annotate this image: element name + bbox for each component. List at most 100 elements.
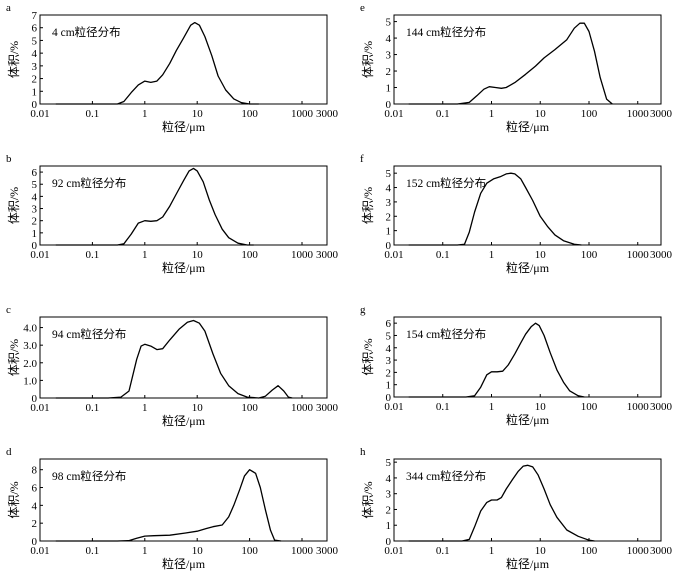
x-tick-label: 0.01 [384, 108, 403, 120]
x-tick-label: 0.1 [436, 401, 450, 413]
y-tick-label: 2 [32, 74, 38, 86]
panel-letter: g [360, 304, 366, 316]
plot-title: 98 cm粒径分布 [52, 469, 126, 483]
y-axis-label: 体积/% [7, 481, 21, 518]
x-tick-label: 1 [142, 249, 148, 261]
x-axis-label: 粒径/μm [162, 556, 206, 571]
y-tick-label: 6 [386, 318, 392, 330]
panel-g: g0.01 0.1 1 10 100 1000 30000123456粒径/μm体积/%15… [360, 304, 673, 427]
y-tick-label: 2 [386, 367, 392, 379]
y-tick-label: 1 [32, 86, 38, 98]
x-tick-label: 0.1 [86, 402, 100, 414]
y-tick-label: 0 [386, 392, 392, 404]
plot-frame [393, 14, 662, 105]
panel-letter: f [360, 153, 364, 165]
y-tick-label: 1 [386, 226, 392, 238]
x-tick-label: 10 [192, 108, 204, 120]
y-axis-label: 体积/% [361, 41, 375, 78]
y-tick-label: 1 [32, 228, 38, 240]
x-tick-label: 100 [581, 401, 598, 413]
y-axis-label: 体积/% [361, 481, 375, 518]
y-tick-label: 1 [386, 83, 392, 95]
x-tick-label: 10 [192, 249, 204, 261]
x-tick-label: 100 [241, 249, 258, 261]
panel-letter: h [360, 446, 366, 458]
x-tick-label: 0.1 [86, 108, 100, 120]
y-tick-label: 4 [386, 343, 392, 355]
y-tick-label: 8 [32, 465, 38, 477]
x-tick-label: 0.01 [30, 108, 49, 120]
y-tick-label: 5 [386, 330, 392, 342]
y-tick-label: 2 [32, 518, 38, 530]
series-line [408, 172, 582, 246]
x-tick-label: 0.01 [384, 249, 403, 261]
plot-title: 152 cm粒径分布 [406, 176, 486, 190]
panel-letter: a [6, 2, 11, 14]
y-tick-label: 5 [386, 17, 392, 29]
series-line [408, 22, 613, 105]
x-axis-label: 粒径/μm [506, 119, 550, 134]
x-tick-label: 1 [489, 545, 495, 557]
x-tick-label: 3000 [650, 545, 673, 557]
x-tick-label: 1 [489, 401, 495, 413]
x-axis-label: 粒径/μm [506, 556, 550, 571]
series-line [55, 21, 259, 105]
panel-letter: d [6, 446, 12, 458]
panel-c: c 0.01 0.1 1 10 100 1000 3000 0 1.0 2.0 3.0 4.0 粒径/μm… [6, 304, 339, 428]
y-tick-label: 5 [32, 35, 38, 47]
x-tick-label: 10 [535, 401, 547, 413]
y-tick-label: 2 [386, 66, 392, 78]
y-tick-label: 1 [386, 380, 392, 392]
y-tick-label: 1 [386, 520, 392, 532]
y-tick-label: 2 [386, 211, 392, 223]
x-axis-label: 粒径/μm [162, 413, 206, 428]
y-tick-label: 0 [386, 536, 392, 548]
x-tick-label: 0.01 [384, 401, 403, 413]
x-tick-label: 100 [581, 545, 598, 557]
x-tick-label: 0.01 [384, 545, 403, 557]
x-axis-label: 粒径/μm [506, 260, 550, 275]
y-tick-label: 6 [32, 167, 38, 179]
y-tick-label: 0 [32, 536, 38, 548]
x-tick-label: 3000 [650, 249, 673, 261]
x-tick-label: 100 [581, 108, 598, 120]
plot-frame [39, 14, 328, 105]
x-tick-label: 1000 [291, 249, 314, 261]
x-tick-label: 100 [241, 545, 258, 557]
x-tick-label: 10 [535, 249, 547, 261]
x-tick-label: 3000 [316, 249, 339, 261]
y-tick-label: 6 [32, 483, 38, 495]
y-tick-label: 3 [386, 50, 392, 62]
x-tick-label: 100 [241, 402, 258, 414]
x-tick-label: 0.1 [436, 108, 450, 120]
y-tick-label: 4 [386, 473, 392, 485]
y-tick-label: 2.0 [23, 358, 37, 370]
x-tick-label: 1 [489, 249, 495, 261]
panel-letter: e [360, 2, 365, 14]
x-axis-label: 粒径/μm [162, 260, 206, 275]
y-axis-label: 体积/% [7, 41, 21, 78]
x-tick-label: 1 [142, 545, 148, 557]
y-tick-label: 0 [32, 99, 38, 111]
series-line [408, 322, 585, 398]
plot-title: 94 cm粒径分布 [52, 327, 126, 341]
series-line [55, 469, 282, 542]
y-tick-label: 0 [32, 240, 38, 252]
y-tick-label: 0 [386, 99, 392, 111]
series-line [55, 167, 254, 246]
panel-letter: b [6, 153, 12, 165]
y-axis-label: 体积/% [361, 338, 375, 375]
y-tick-label: 2 [386, 504, 392, 516]
panel-h: h 0.01 0.1 1 10 100 1000 3000 0 1 2 3 4 5 粒径/μm 体积/% 344… [360, 446, 673, 571]
x-tick-label: 0.01 [30, 545, 49, 557]
y-tick-label: 3 [386, 197, 392, 209]
x-tick-label: 0.1 [436, 545, 450, 557]
plot-title: 344 cm粒径分布 [406, 469, 486, 483]
y-tick-label: 3 [32, 61, 38, 73]
x-tick-label: 1 [142, 108, 148, 120]
y-axis-label: 体积/% [7, 187, 21, 224]
series-line [55, 319, 293, 399]
panel-letter: c [6, 304, 11, 316]
y-tick-label: 4.0 [23, 323, 37, 335]
